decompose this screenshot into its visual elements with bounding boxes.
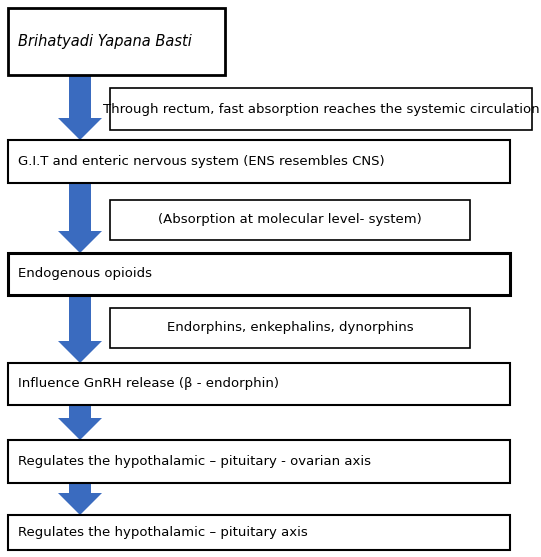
Polygon shape [58,483,102,515]
Text: Influence GnRH release (β - endorphin): Influence GnRH release (β - endorphin) [18,378,279,390]
Bar [8,253,510,295]
Polygon shape [58,405,102,440]
Bar [8,440,510,483]
Bar [8,363,510,405]
Bar [110,308,470,348]
Text: Regulates the hypothalamic – pituitary axis: Regulates the hypothalamic – pituitary a… [18,526,308,539]
Polygon shape [58,183,102,253]
Bar [110,88,532,130]
Text: G.I.T and enteric nervous system (ENS resembles CNS): G.I.T and enteric nervous system (ENS re… [18,155,385,168]
Bar [8,515,510,550]
Text: Brihatyadi Yapana Basti: Brihatyadi Yapana Basti [18,34,192,49]
Text: Through rectum, fast absorption reaches the systemic circulation: Through rectum, fast absorption reaches … [103,102,539,115]
Text: (Absorption at molecular level- system): (Absorption at molecular level- system) [158,213,422,227]
Text: Regulates the hypothalamic – pituitary - ovarian axis: Regulates the hypothalamic – pituitary -… [18,455,371,468]
Polygon shape [58,295,102,363]
Bar [8,140,510,183]
Text: Endorphins, enkephalins, dynorphins: Endorphins, enkephalins, dynorphins [167,321,413,335]
Bar [110,200,470,240]
Bar [8,8,225,75]
Text: Endogenous opioids: Endogenous opioids [18,267,152,281]
Polygon shape [58,75,102,140]
